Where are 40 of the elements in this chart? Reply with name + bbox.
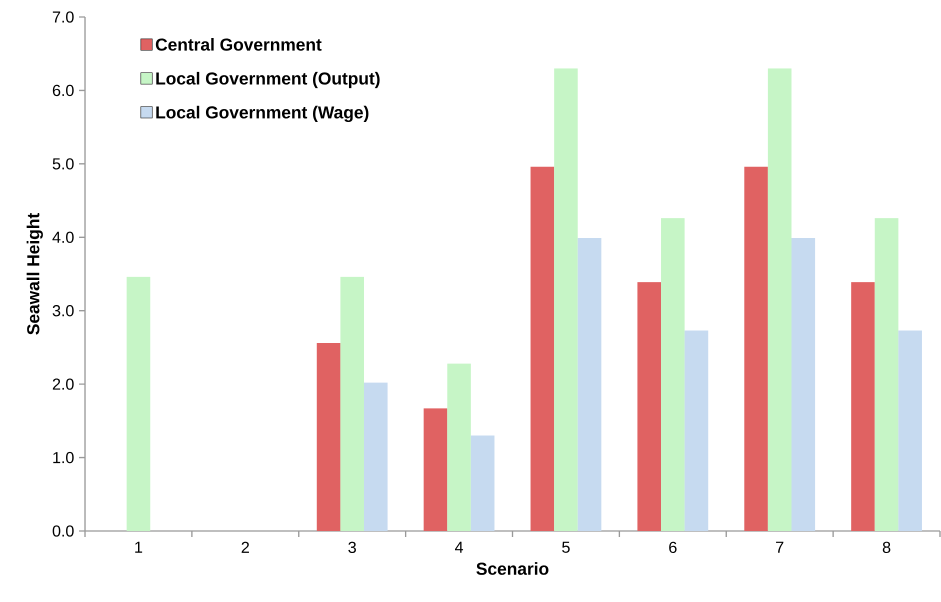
bar bbox=[316, 343, 340, 531]
bar bbox=[851, 282, 875, 531]
bar bbox=[791, 238, 816, 531]
bar bbox=[661, 218, 685, 531]
bar bbox=[554, 68, 578, 531]
x-tick-label: 3 bbox=[348, 542, 356, 554]
x-tick-label: 5 bbox=[562, 542, 570, 553]
y-axis-title: Seawall Height bbox=[26, 213, 43, 335]
x-tick-label: 7 bbox=[776, 542, 784, 553]
x-tick-label: 8 bbox=[882, 542, 890, 554]
bar bbox=[578, 238, 602, 531]
y-tick-label: 1.0 bbox=[53, 452, 74, 464]
bar bbox=[898, 330, 922, 531]
bar bbox=[637, 282, 662, 531]
y-tick-label: 2.0 bbox=[52, 378, 74, 390]
x-axis-title: Scenario bbox=[476, 562, 548, 575]
bar bbox=[364, 382, 388, 531]
x-tick-label: 2 bbox=[242, 542, 249, 553]
bar bbox=[340, 276, 364, 531]
bar bbox=[744, 166, 768, 531]
y-tick-label: 7.0 bbox=[52, 11, 74, 23]
bar bbox=[470, 436, 494, 531]
legend-label: Local Government (Output) bbox=[156, 72, 380, 88]
bar bbox=[874, 218, 898, 531]
legend-label: Central Government bbox=[156, 38, 322, 51]
bar bbox=[684, 330, 708, 531]
bar bbox=[768, 68, 792, 531]
y-tick-label: 6.0 bbox=[52, 84, 74, 96]
bar bbox=[447, 364, 471, 531]
y-tick-label: 3.0 bbox=[52, 305, 74, 316]
bar bbox=[530, 166, 554, 531]
y-tick-label: 0.0 bbox=[52, 525, 74, 537]
bar bbox=[126, 276, 150, 531]
legend-label: Local Government (Wage) bbox=[156, 106, 368, 122]
bar bbox=[424, 408, 448, 531]
y-tick-label: 4.0 bbox=[52, 232, 74, 243]
x-tick-label: 4 bbox=[454, 542, 464, 553]
y-tick-label: 5.0 bbox=[52, 158, 74, 170]
x-tick-label: 1 bbox=[135, 542, 142, 553]
x-tick-label: 6 bbox=[669, 542, 677, 554]
